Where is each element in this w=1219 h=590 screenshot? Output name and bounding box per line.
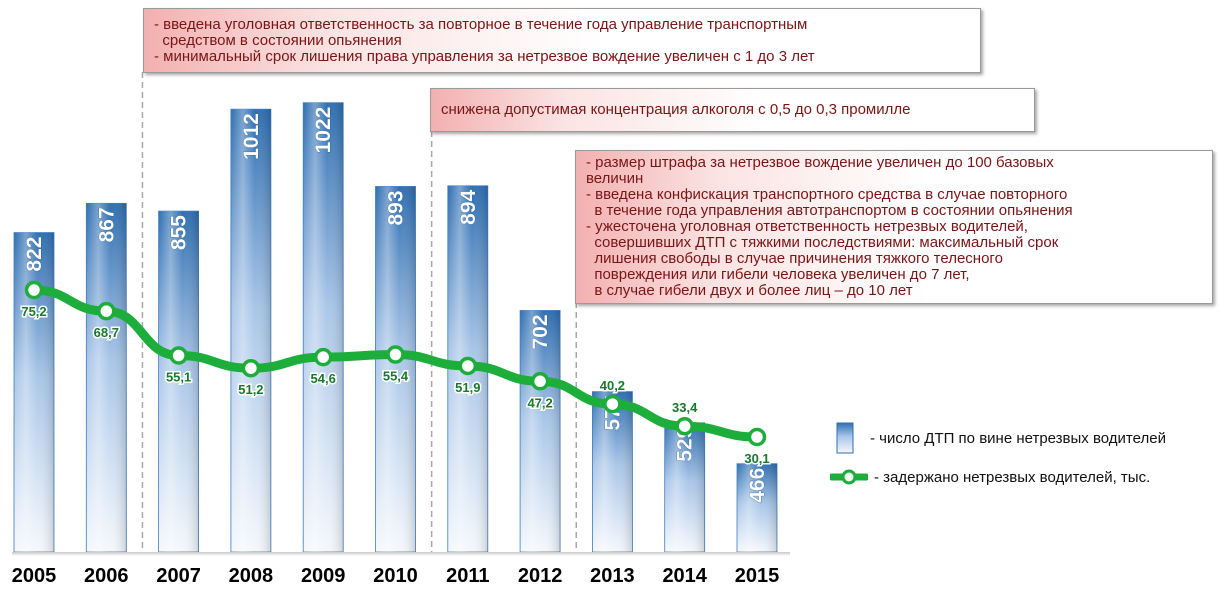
line-point-2011 (458, 356, 478, 376)
line-value-label: 68,7 (94, 325, 119, 340)
annotation-line: - введена уголовная ответственность за п… (154, 16, 808, 33)
legend-label-accidents: - число ДТП по вине нетрезвых водителей (870, 429, 1166, 447)
bar-shine-2010 (375, 186, 416, 552)
year-label-2012: 2012 (518, 565, 563, 587)
annotation-line: повреждения или гибели человека увеличен… (586, 266, 970, 283)
bar-value-label: 893 (385, 190, 408, 225)
bar-value-label: 855 (168, 215, 191, 250)
policy-dividers (141, 72, 577, 552)
year-label-2006: 2006 (84, 565, 129, 587)
bar-shine-2005 (14, 232, 54, 552)
bar-shine-2008 (230, 109, 271, 552)
bar-value-labels: 82286785510121022893894702577529466 (23, 106, 770, 503)
chart-baseline (12, 552, 790, 556)
line-point-2010 (386, 345, 405, 364)
legend-label-detained: - задержано нетрезвых водителей, тыс. (874, 468, 1151, 486)
annotation-line: снижена допустимая концентрация алкоголя… (441, 101, 911, 118)
line-value-label: 30,1 (744, 451, 769, 466)
line-point-2015 (747, 427, 767, 447)
bar-shine-2007 (158, 211, 199, 552)
line-value-label: 51,9 (455, 380, 480, 395)
legend-item-detained: - задержано нетрезвых водителей, тыс. (830, 466, 1150, 488)
bar-value-label: 867 (95, 207, 118, 242)
annotation-line: - минимальный срок лишения права управле… (154, 48, 815, 65)
line-value-label: 33,4 (672, 400, 698, 415)
line-value-label: 54,6 (311, 371, 336, 386)
year-label-2005: 2005 (12, 565, 57, 587)
bar-shine-2006 (86, 203, 127, 552)
bar-shine-2015 (737, 463, 777, 552)
annotation-line: лишения свободы в случае причинения тяжк… (586, 250, 1003, 267)
x-axis-tick-labels: 2005 2006 2007 2008 2009 2010 2011 2012 2013 2014… (12, 565, 780, 587)
bar-shine-2012 (520, 310, 561, 552)
line-point-2009 (313, 347, 333, 367)
bar-shine-2013 (592, 391, 633, 552)
annotation-box-2013: - размер штрафа за нетрезвое вождение ув… (575, 150, 1213, 304)
year-label-2015: 2015 (735, 565, 780, 587)
line-value-labels: 75,2 68,7 55,1 51,2 54,6 55,4 51,9 47,2 40,2 33,4… (20, 303, 771, 468)
bar-value-label: 529 (674, 427, 697, 462)
line-series (24, 280, 767, 447)
line-point-2006 (97, 301, 116, 321)
line-value-label: 47,2 (527, 395, 552, 410)
line-point-2012 (530, 372, 550, 391)
bar-value-label: 466 (746, 468, 769, 503)
bar-shine-2009 (303, 102, 344, 553)
year-label-2011: 2011 (446, 565, 489, 587)
annotation-line: совершивших ДТП с тяжкими последствиями:… (586, 234, 1059, 251)
year-label-2009: 2009 (301, 565, 346, 587)
year-label-2014: 2014 (662, 565, 707, 587)
year-label-2008: 2008 (229, 565, 274, 587)
year-label-2010: 2010 (373, 565, 418, 587)
annotation-line: в случае гибели двух и более лиц – до 10… (586, 282, 913, 299)
annotation-line: - ужесточена уголовная ответственность н… (586, 218, 1028, 235)
bar-value-label: 1012 (240, 113, 263, 160)
bar-value-label: 894 (457, 189, 480, 224)
legend-line-swatch (830, 469, 868, 485)
line-value-label: 75,2 (21, 304, 46, 319)
bar-value-label: 1022 (312, 107, 335, 154)
line-point-2014 (675, 416, 694, 436)
annotation-line: - размер штрафа за нетрезвое вождение ув… (586, 154, 1054, 171)
legend-item-accidents: - число ДТП по вине нетрезвых водителей (836, 422, 1166, 454)
bar-shine-2014 (664, 422, 705, 552)
annotation-line: средством в состоянии опьянения (154, 32, 402, 49)
year-label-2007: 2007 (156, 565, 201, 587)
annotation-line: в течение года управления автотранспорто… (586, 202, 1073, 219)
line-value-label: 51,2 (238, 382, 263, 397)
line-value-label: 55,1 (166, 370, 191, 385)
line-value-label: 55,4 (383, 369, 409, 384)
line-point-2005 (24, 280, 44, 300)
line-point-2008 (241, 358, 261, 378)
bar-series (13, 102, 778, 553)
bar-value-label: 702 (529, 314, 552, 349)
annotation-line: - введена конфискация транспортного сред… (586, 186, 1068, 203)
annotation-box-2011: снижена допустимая концентрация алкоголя… (430, 88, 1035, 132)
annotation-line: величин (586, 170, 644, 187)
line-point-2007 (169, 346, 188, 365)
year-label-2013: 2013 (590, 565, 635, 587)
line-value-label: 40,2 (600, 378, 625, 393)
bar-value-label: 822 (23, 237, 46, 272)
annotation-box-2007: - введена уголовная ответственность за п… (143, 8, 981, 73)
line-point-2013 (603, 394, 622, 414)
legend-bar-swatch (836, 422, 854, 454)
